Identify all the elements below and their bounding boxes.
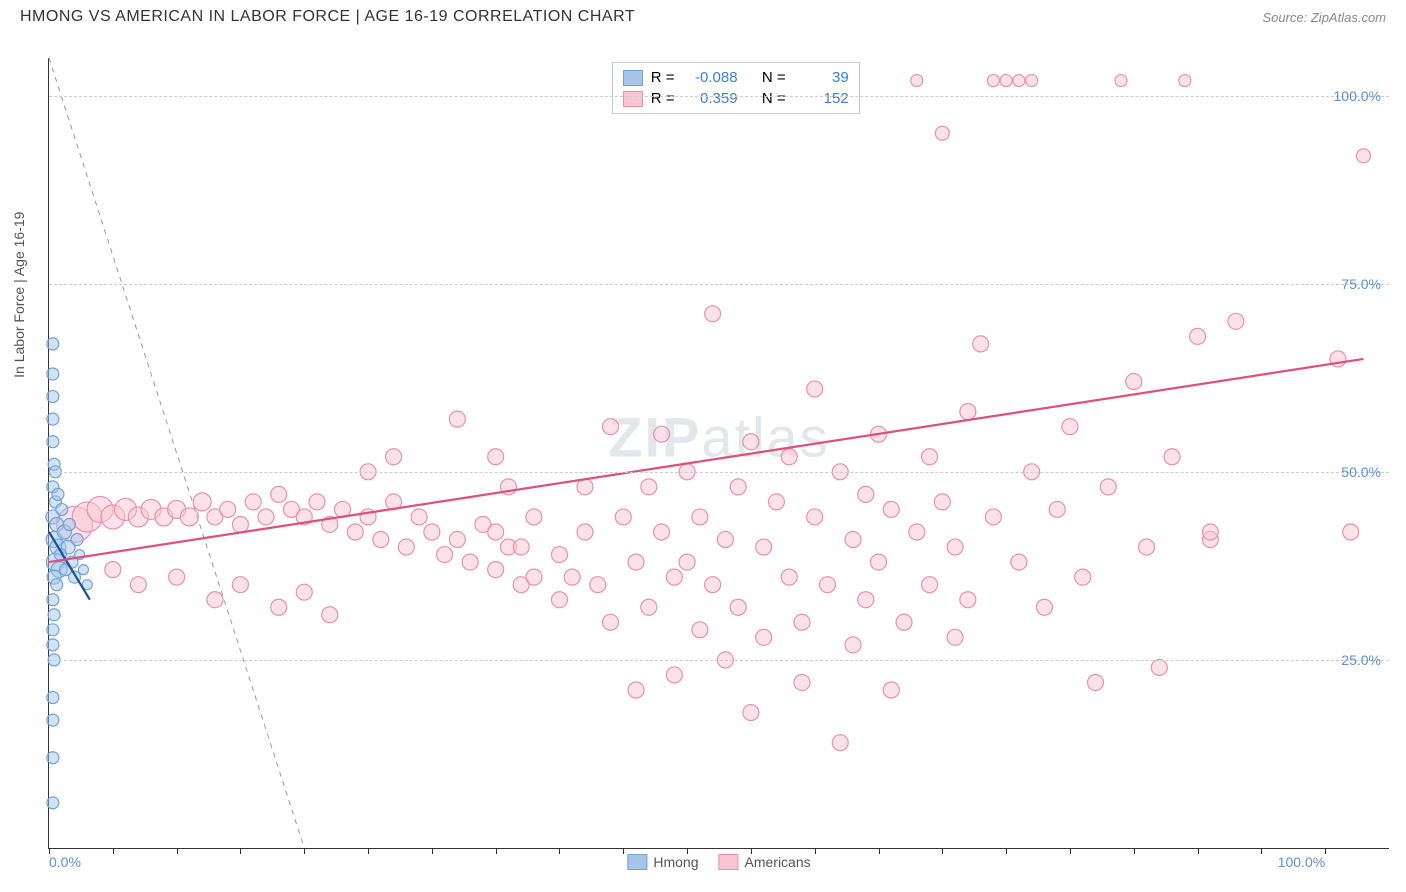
x-tick — [751, 848, 752, 854]
y-axis-title: In Labor Force | Age 16-19 — [11, 212, 27, 378]
gridline — [49, 284, 1389, 285]
gridline — [49, 96, 1389, 97]
chart-plot-area: In Labor Force | Age 16-19 ZIPatlas R = … — [48, 58, 1389, 849]
x-tick — [113, 848, 114, 854]
legend-item-hmong: Hmong — [627, 854, 698, 870]
y-tick-label: 100.0% — [1334, 88, 1381, 104]
gridline — [49, 660, 1389, 661]
x-tick — [177, 848, 178, 854]
x-tick — [623, 848, 624, 854]
legend-row-hmong: R = -0.088 N = 39 — [623, 67, 849, 88]
legend-swatch-hmong — [623, 70, 643, 86]
x-tick — [1261, 848, 1262, 854]
legend-row-americans: R = 0.359 N = 152 — [623, 88, 849, 109]
x-tick — [49, 848, 50, 854]
chart-source: Source: ZipAtlas.com — [1262, 10, 1386, 25]
scatter-svg — [49, 58, 1389, 848]
legend-swatch-americans — [623, 91, 643, 107]
x-tick — [368, 848, 369, 854]
x-tick — [1198, 848, 1199, 854]
x-tick — [240, 848, 241, 854]
x-tick — [1006, 848, 1007, 854]
x-tick — [432, 848, 433, 854]
y-tick-label: 50.0% — [1341, 464, 1381, 480]
y-tick-label: 75.0% — [1341, 276, 1381, 292]
x-tick — [1070, 848, 1071, 854]
x-tick — [815, 848, 816, 854]
x-tick-label: 100.0% — [1278, 854, 1325, 870]
y-tick-label: 25.0% — [1341, 652, 1381, 668]
x-tick — [559, 848, 560, 854]
legend-item-americans: Americans — [719, 854, 811, 870]
legend-swatch-icon — [627, 854, 647, 870]
x-tick-label: 0.0% — [49, 854, 81, 870]
x-tick — [1325, 848, 1326, 854]
x-tick — [1134, 848, 1135, 854]
series-legend: Hmong Americans — [627, 854, 810, 870]
x-tick — [304, 848, 305, 854]
chart-title: HMONG VS AMERICAN IN LABOR FORCE | AGE 1… — [20, 8, 635, 26]
x-tick — [942, 848, 943, 854]
legend-swatch-icon — [719, 854, 739, 870]
correlation-legend: R = -0.088 N = 39 R = 0.359 N = 152 — [612, 62, 860, 114]
x-tick — [496, 848, 497, 854]
x-tick — [687, 848, 688, 854]
gridline — [49, 472, 1389, 473]
x-tick — [879, 848, 880, 854]
